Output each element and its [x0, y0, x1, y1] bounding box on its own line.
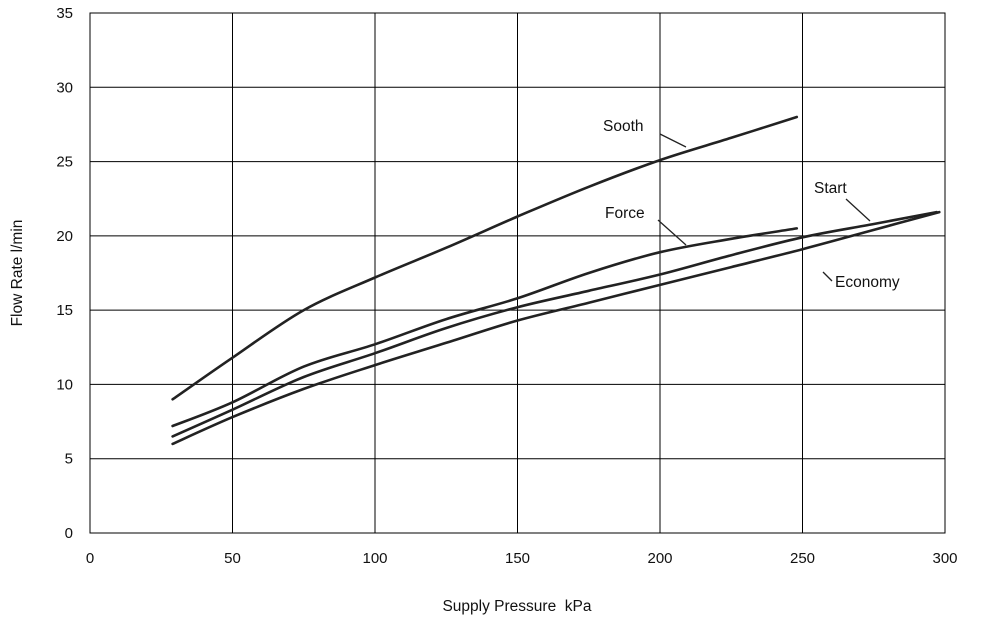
series-line-force	[171, 227, 799, 428]
y-tick-label: 30	[56, 79, 73, 96]
grid	[89, 12, 946, 534]
label-leaders	[657, 133, 871, 282]
x-tick-label: 50	[224, 550, 241, 567]
series-label-economy: Economy	[835, 274, 900, 291]
y-tick-labels: 0 5 10 15 20 25 30 35	[56, 5, 73, 542]
series-line-start	[171, 210, 938, 438]
x-tick-label: 0	[86, 550, 94, 567]
x-tick-label: 150	[505, 550, 530, 567]
leader-line-force	[657, 219, 687, 246]
series-label-sooth: Sooth	[603, 118, 644, 135]
y-tick-label: 25	[56, 154, 73, 171]
leader-line-sooth	[659, 133, 687, 148]
series-line-economy	[171, 210, 941, 446]
x-tick-label: 200	[647, 550, 672, 567]
x-tick-label: 250	[790, 550, 815, 567]
series-labels: Sooth Force Start Economy	[603, 118, 900, 291]
x-tick-labels: 0 50 100 150 200 250 300	[86, 550, 958, 567]
leader-line-economy	[822, 271, 833, 282]
series-line-sooth	[171, 115, 799, 401]
series-label-start: Start	[814, 180, 847, 197]
series-lines	[171, 115, 941, 446]
x-axis-title: Supply Pressure kPa	[442, 598, 591, 615]
y-tick-label: 20	[56, 228, 73, 245]
y-tick-label: 15	[56, 302, 73, 319]
y-axis-title: Flow Rate l/min	[9, 220, 26, 327]
x-tick-label: 300	[932, 550, 957, 567]
y-tick-label: 10	[56, 376, 73, 393]
leader-line-start	[845, 198, 871, 222]
y-tick-label: 5	[65, 451, 73, 468]
plot-frame	[89, 12, 946, 534]
series-label-force: Force	[605, 205, 645, 222]
x-tick-label: 100	[362, 550, 387, 567]
y-tick-label: 35	[56, 5, 73, 22]
y-tick-label: 0	[65, 525, 73, 542]
